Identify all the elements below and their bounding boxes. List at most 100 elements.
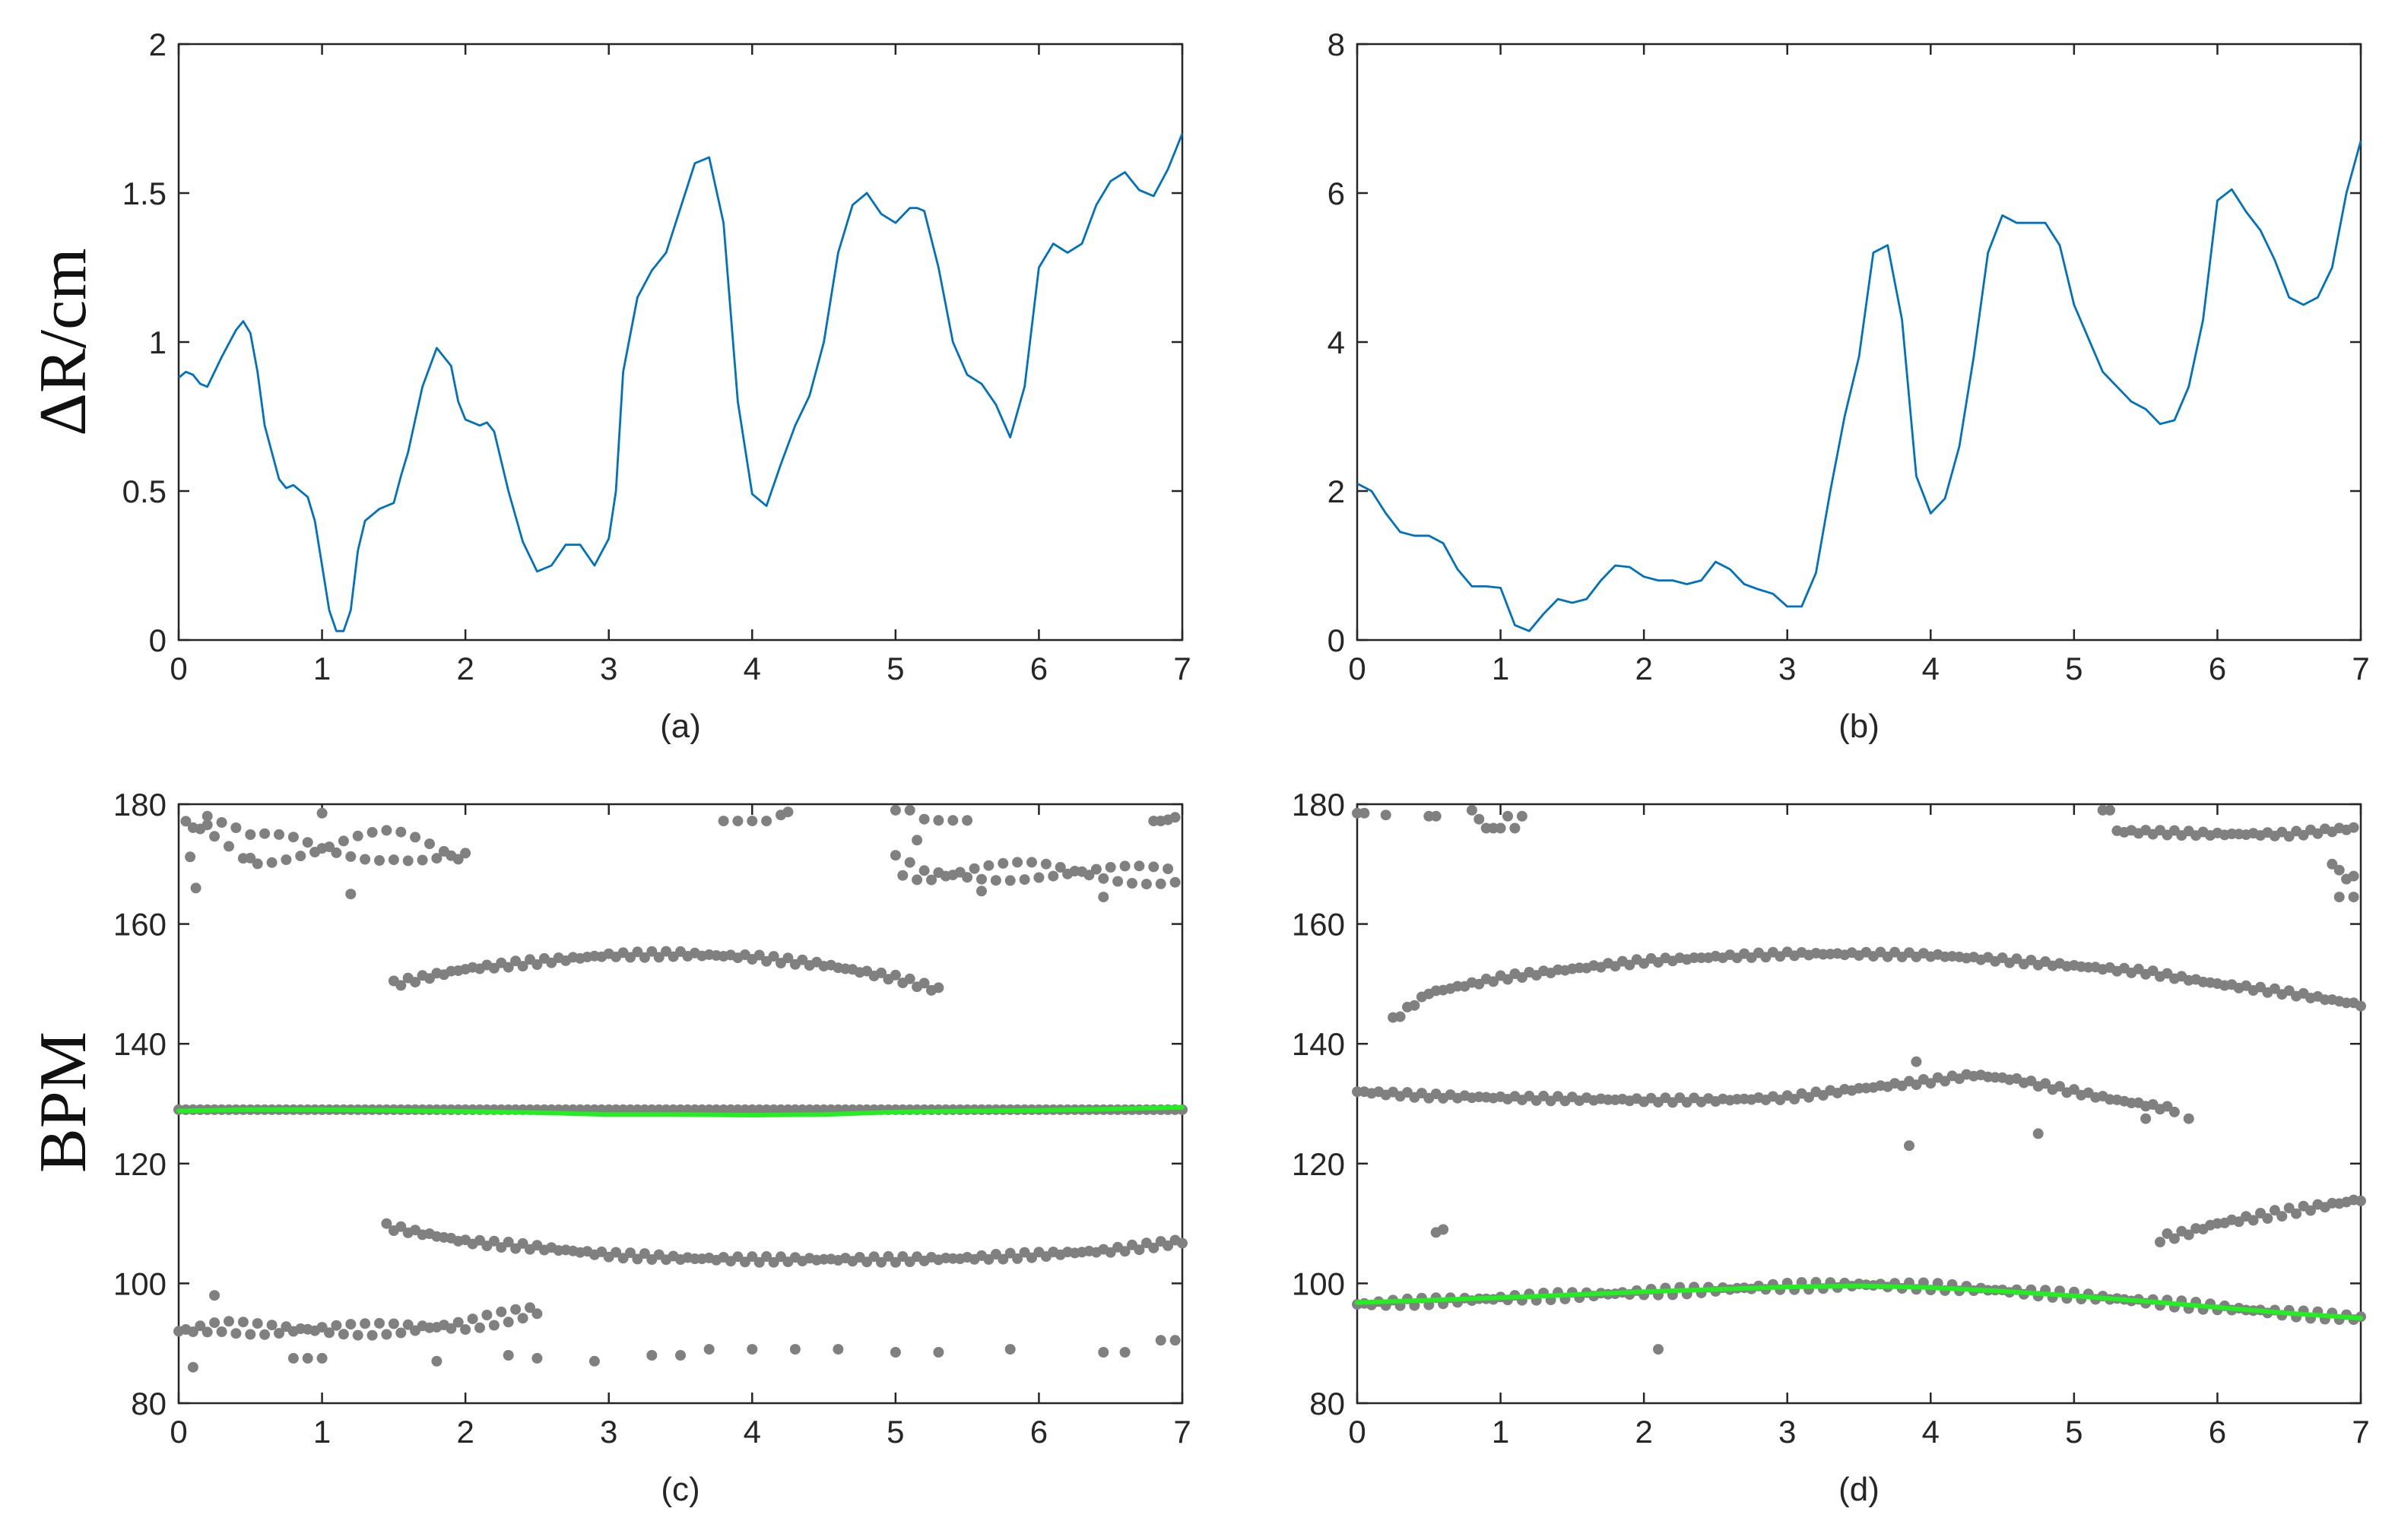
x-tick-label: 6 [2209, 1414, 2226, 1450]
x-tick-label: 1 [1492, 651, 1509, 686]
candidate-point [366, 827, 378, 838]
candidate-point [2305, 1205, 2316, 1216]
candidate-point [381, 825, 392, 836]
y-tick-label: 0 [1328, 623, 1345, 658]
candidate-point [1148, 861, 1159, 873]
candidate-point [187, 1361, 198, 1373]
panel-d: 0 1 2 3 4 5 6 7 80 100 120 140 160 180 (d) [1292, 787, 2370, 1508]
candidate-point [747, 1344, 758, 1355]
candidate-point [431, 1355, 443, 1367]
candidate-point [1112, 876, 1124, 887]
candidate-point [2283, 1203, 2295, 1214]
x-tick-label: 0 [1348, 1414, 1366, 1450]
candidate-point [782, 952, 794, 964]
candidate-point [2355, 1195, 2366, 1206]
candidate-point [890, 1347, 901, 1358]
candidate-point [467, 1313, 478, 1325]
y-tick-label: 6 [1328, 176, 1345, 211]
candidate-point [1083, 870, 1095, 881]
candidate-point [324, 1327, 335, 1339]
candidate-point [1119, 860, 1131, 872]
candidate-point [1012, 857, 1023, 868]
y-tick-label: 2 [149, 27, 167, 62]
candidate-point [632, 946, 643, 958]
candidate-point [345, 1319, 357, 1330]
candidate-point [718, 816, 729, 827]
candidate-point [947, 815, 959, 826]
candidate-point [316, 1352, 328, 1364]
candidate-point [338, 835, 349, 847]
candidate-point [395, 1327, 407, 1339]
candidate-point [2348, 822, 2359, 833]
candidate-point [259, 1329, 271, 1340]
candidate-point [287, 832, 299, 843]
candidate-point [474, 1234, 485, 1246]
x-tick-label: 6 [2209, 651, 2226, 686]
candidate-point [201, 1326, 213, 1338]
candidate-point [331, 847, 342, 858]
candidate-point [366, 1329, 378, 1341]
candidate-point [962, 815, 973, 826]
candidate-point [998, 857, 1009, 869]
candidate-point [1055, 862, 1066, 873]
plot-area-c [177, 803, 1184, 1405]
candidate-point [2040, 1078, 2051, 1089]
candidate-point [1098, 873, 1109, 884]
candidate-point [904, 857, 915, 868]
candidate-point [503, 1317, 514, 1328]
candidate-point [2247, 1215, 2259, 1226]
candidate-point [998, 1253, 1009, 1265]
candidate-point [446, 1323, 457, 1334]
candidate-point [1026, 857, 1037, 868]
candidate-point [768, 951, 779, 962]
x-tick-label: 4 [744, 651, 761, 686]
candidate-point [753, 949, 765, 961]
candidate-point [431, 853, 443, 864]
candidate-point [1904, 1140, 1914, 1152]
candidate-point [224, 841, 234, 852]
candidate-point [890, 969, 901, 981]
x-tick-label: 3 [1778, 1414, 1796, 1450]
candidate-point [237, 1317, 249, 1328]
candidate-point [281, 854, 292, 865]
candidate-point [753, 1256, 765, 1268]
candidate-point [703, 1344, 715, 1355]
candidate-point [1409, 1000, 1420, 1011]
candidate-point [611, 1247, 622, 1258]
candidate-point [747, 1251, 758, 1263]
candidate-point [983, 860, 994, 871]
candidate-point [1509, 822, 1521, 834]
candidate-point [2168, 1233, 2180, 1244]
candidate-point [2269, 1205, 2280, 1216]
candidate-point [410, 977, 421, 988]
x-tick-label: 2 [456, 1414, 474, 1450]
candidate-point [460, 848, 471, 859]
candidate-point [2283, 985, 2295, 997]
x-tick-label: 3 [600, 651, 617, 686]
candidate-point [2140, 1113, 2152, 1124]
candidate-point [782, 806, 794, 818]
y-tick-label: 100 [113, 1266, 167, 1301]
candidate-point [1380, 810, 1391, 821]
candidate-point [245, 1329, 256, 1340]
y-tick-label: 160 [113, 907, 167, 943]
candidate-point [2348, 870, 2359, 882]
panel-a: 0 1 2 3 4 5 6 7 0 0.5 1 1.5 2 (a) [122, 27, 1191, 745]
candidate-point [224, 1316, 234, 1327]
candidate-point [933, 815, 944, 826]
candidate-point [646, 946, 658, 957]
candidate-point [1516, 810, 1527, 822]
candidate-point [388, 1318, 399, 1329]
candidate-point [1488, 976, 1499, 987]
x-tick-label: 5 [887, 1414, 904, 1450]
candidate-point [503, 962, 514, 973]
y-tick-label: 2 [1328, 474, 1345, 509]
candidate-point [187, 1326, 198, 1338]
x-tick-label: 3 [600, 1414, 617, 1450]
plot-area-b [1356, 43, 2362, 642]
x-tick-label: 2 [456, 651, 474, 686]
candidate-point [488, 1235, 500, 1247]
candidate-point [230, 1328, 242, 1339]
candidate-point [338, 1329, 349, 1340]
candidate-point [252, 858, 263, 870]
